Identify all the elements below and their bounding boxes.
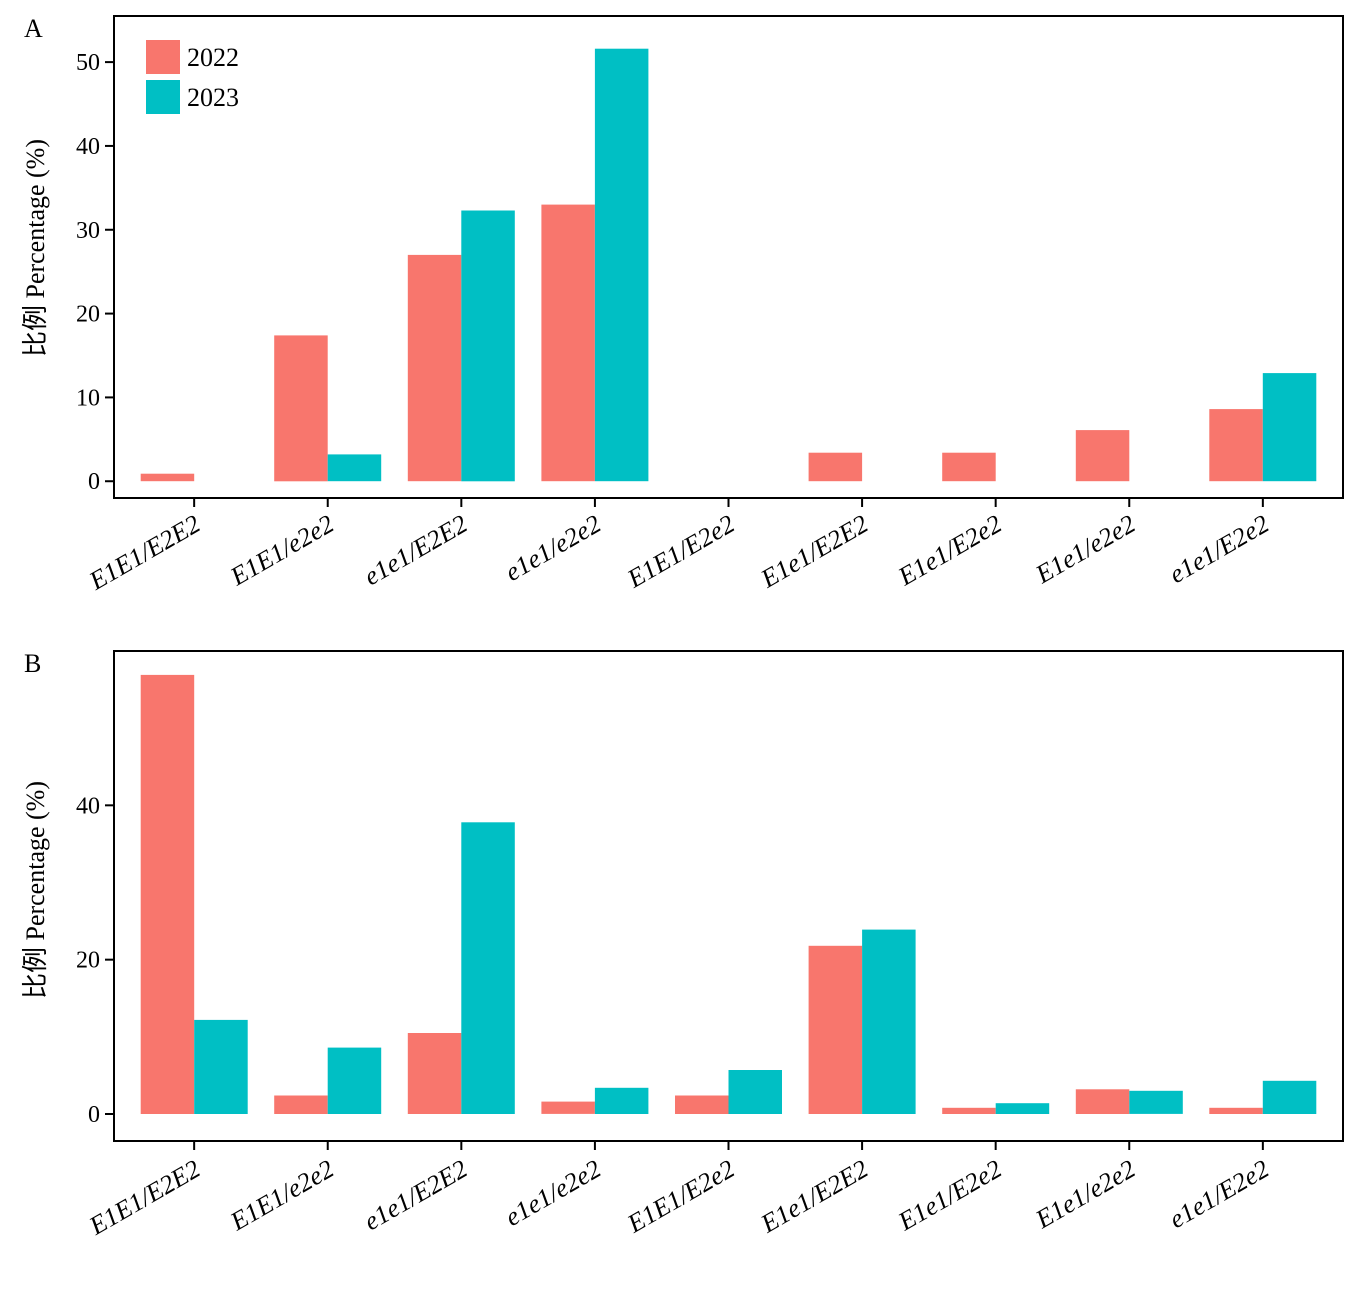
y-tick-label-1-0: 0 (88, 1102, 100, 1128)
bar-1-2022-8 (1209, 1107, 1263, 1114)
bar-0-2023-3 (594, 48, 649, 482)
y-tick-label-0-3: 30 (76, 218, 100, 244)
x-tick-label-1-4: E1E1/E2e2 (622, 1154, 740, 1239)
x-tick-label-0-5: E1e1/E2E2 (755, 509, 873, 594)
bar-1-2022-3 (541, 1101, 595, 1114)
bar-1-2022-0 (140, 674, 195, 1114)
bar-1-2023-4 (728, 1070, 782, 1114)
bar-1-2023-5 (862, 929, 916, 1114)
bar-0-2022-7 (1075, 430, 1130, 482)
legend-label-2022: 2022 (187, 43, 239, 72)
bar-1-2022-6 (942, 1107, 996, 1114)
x-tick-label-1-7: E1e1/e2e2 (1030, 1154, 1140, 1234)
bar-0-2022-1 (274, 335, 328, 482)
y-tick-label-0-5: 50 (76, 50, 100, 76)
bar-1-2023-6 (995, 1103, 1050, 1114)
bar-1-2022-7 (1075, 1089, 1130, 1114)
bar-0-2023-8 (1262, 373, 1317, 482)
bar-1-2022-2 (407, 1033, 462, 1114)
legend-label-2023: 2023 (187, 83, 239, 112)
x-tick-label-0-2: e1e1/E2E2 (359, 509, 472, 591)
y-tick-label-0-1: 10 (76, 385, 100, 411)
x-tick-label-1-0: E1E1/E2E2 (83, 1154, 205, 1241)
legend-swatch-2022 (146, 40, 180, 74)
bar-1-2023-1 (327, 1047, 382, 1114)
y-tick-label-0-2: 20 (76, 302, 100, 328)
bar-0-2022-5 (808, 452, 863, 482)
bar-0-2022-3 (541, 204, 595, 482)
x-tick-label-0-8: e1e1/E2e2 (1164, 509, 1274, 589)
y-tick-label-0-0: 0 (88, 469, 100, 495)
bar-0-2022-0 (140, 473, 195, 482)
x-tick-label-0-3: e1e1/e2e2 (500, 509, 606, 587)
bar-0-2022-2 (407, 254, 462, 482)
x-tick-label-0-4: E1E1/E2e2 (622, 509, 740, 594)
bar-0-2023-1 (327, 454, 382, 482)
x-tick-label-1-6: E1e1/E2e2 (893, 1154, 1007, 1237)
x-tick-label-1-2: e1e1/E2E2 (359, 1154, 472, 1236)
panel-label-0: A (24, 14, 43, 43)
bar-1-2023-0 (194, 1019, 248, 1114)
x-tick-label-1-8: e1e1/E2e2 (1164, 1154, 1274, 1234)
y-axis-title-1: 比例 Percentage (%) (21, 781, 50, 999)
x-tick-label-0-0: E1E1/E2E2 (83, 509, 205, 596)
bar-0-2022-6 (942, 452, 996, 482)
bar-1-2023-8 (1262, 1080, 1317, 1114)
bar-0-2023-2 (461, 210, 515, 482)
bar-0-2022-8 (1209, 409, 1263, 482)
x-tick-label-0-6: E1e1/E2e2 (893, 509, 1007, 592)
x-tick-label-1-3: e1e1/e2e2 (500, 1154, 606, 1232)
bar-1-2023-3 (594, 1087, 649, 1114)
legend-swatch-2023 (146, 80, 180, 114)
bar-1-2023-2 (461, 822, 515, 1114)
plot-frame-1 (113, 650, 1344, 1142)
bar-1-2023-7 (1129, 1090, 1183, 1114)
bar-1-2022-1 (274, 1095, 328, 1114)
bar-1-2022-4 (675, 1095, 729, 1114)
bar-1-2022-5 (808, 945, 863, 1114)
y-tick-label-0-4: 40 (76, 134, 100, 160)
y-tick-label-1-1: 20 (76, 948, 100, 974)
y-tick-label-1-2: 40 (76, 793, 100, 819)
x-tick-label-0-7: E1e1/e2e2 (1030, 509, 1140, 589)
x-tick-label-0-1: E1E1/e2e2 (225, 509, 339, 592)
x-tick-label-1-5: E1e1/E2E2 (755, 1154, 873, 1239)
x-tick-label-1-1: E1E1/e2e2 (225, 1154, 339, 1237)
y-axis-title-0: 比例 Percentage (%) (21, 139, 50, 357)
panel-label-1: B (24, 649, 41, 678)
